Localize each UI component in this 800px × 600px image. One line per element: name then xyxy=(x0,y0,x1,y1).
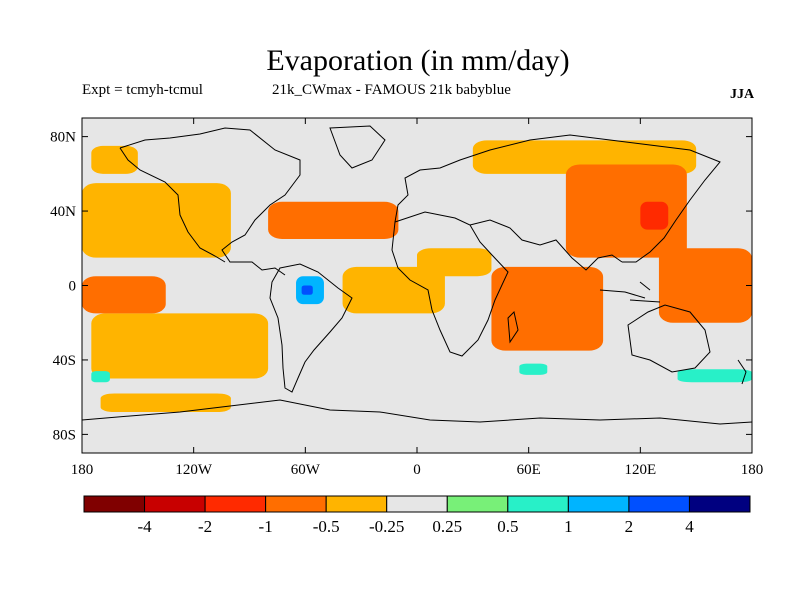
colorbar-label: -1 xyxy=(259,517,273,536)
colorbar: -4 -2 -1 -0.5 -0.25 0.25 0.5 1 2 4 xyxy=(83,495,751,536)
colorbar-segment xyxy=(325,495,388,513)
field-s-atlantic-positive xyxy=(91,371,110,383)
field-n-pacific-strip xyxy=(82,276,166,314)
field-asia xyxy=(565,164,687,258)
lon-tick-label: 0 xyxy=(413,462,421,478)
field-indian-ocean xyxy=(491,266,604,351)
colorbar-segment xyxy=(265,495,327,513)
lat-tick-label: 80N xyxy=(50,130,76,146)
field-n-pacific xyxy=(82,183,231,258)
lat-tick-label: 0 xyxy=(69,279,77,295)
field-amazon-core xyxy=(301,285,313,295)
colorbar-segment xyxy=(507,495,569,513)
colorbar-label: 1 xyxy=(564,517,573,536)
map-axes: 180 120W 60W 0 60E 120E 180 80N 40N 0 40S 80S xyxy=(50,118,763,478)
colorbar-label: 2 xyxy=(625,517,634,536)
field-s-indian-positive xyxy=(519,363,548,375)
field-n-atlantic xyxy=(268,201,399,239)
chart-title: Evaporation (in mm/day) xyxy=(266,44,570,77)
field-s-pacific xyxy=(91,313,269,379)
lon-tick-label: 120W xyxy=(175,462,213,478)
colorbar-segment xyxy=(567,495,630,513)
field-s-pacific-positive xyxy=(677,369,752,383)
lon-tick-label: 180 xyxy=(741,462,764,478)
field-north-africa xyxy=(417,248,492,277)
season-label: JJA xyxy=(730,87,755,102)
lon-tick-label: 120E xyxy=(624,462,656,478)
lon-tick-label: 60W xyxy=(291,462,321,478)
lon-tick-label: 180 xyxy=(71,462,94,478)
colorbar-segment xyxy=(386,495,448,513)
colorbar-label: 0.25 xyxy=(432,517,462,536)
field-s-ocean xyxy=(100,393,231,413)
field-e-asia-core xyxy=(640,201,669,230)
colorbar-label: -0.5 xyxy=(313,517,340,536)
lat-tick-label: 40S xyxy=(53,353,76,369)
colorbar-segment xyxy=(688,495,751,513)
colorbar-segment xyxy=(144,495,206,513)
lat-tick-label: 80S xyxy=(53,427,76,443)
colorbar-label: -2 xyxy=(198,517,212,536)
colorbar-segment xyxy=(204,495,267,513)
colorbar-segment xyxy=(446,495,509,513)
colorbar-label: 4 xyxy=(685,517,694,536)
field-w-pacific xyxy=(658,248,752,323)
colorbar-label: 0.5 xyxy=(497,517,518,536)
colorbar-segment xyxy=(83,495,146,513)
colorbar-segment xyxy=(628,495,690,513)
colorbar-label: -0.25 xyxy=(369,517,404,536)
field-tropical-atlantic xyxy=(342,266,445,314)
experiment-label: Expt = tcmyh-tcmul xyxy=(82,82,203,98)
coastlines xyxy=(82,125,752,425)
lat-tick-label: 40N xyxy=(50,204,76,220)
lon-tick-label: 60E xyxy=(517,462,541,478)
colorbar-label: -4 xyxy=(137,517,152,536)
comparison-label: 21k_CWmax - FAMOUS 21k babyblue xyxy=(272,82,511,98)
field-n-pacific-high xyxy=(91,145,138,174)
